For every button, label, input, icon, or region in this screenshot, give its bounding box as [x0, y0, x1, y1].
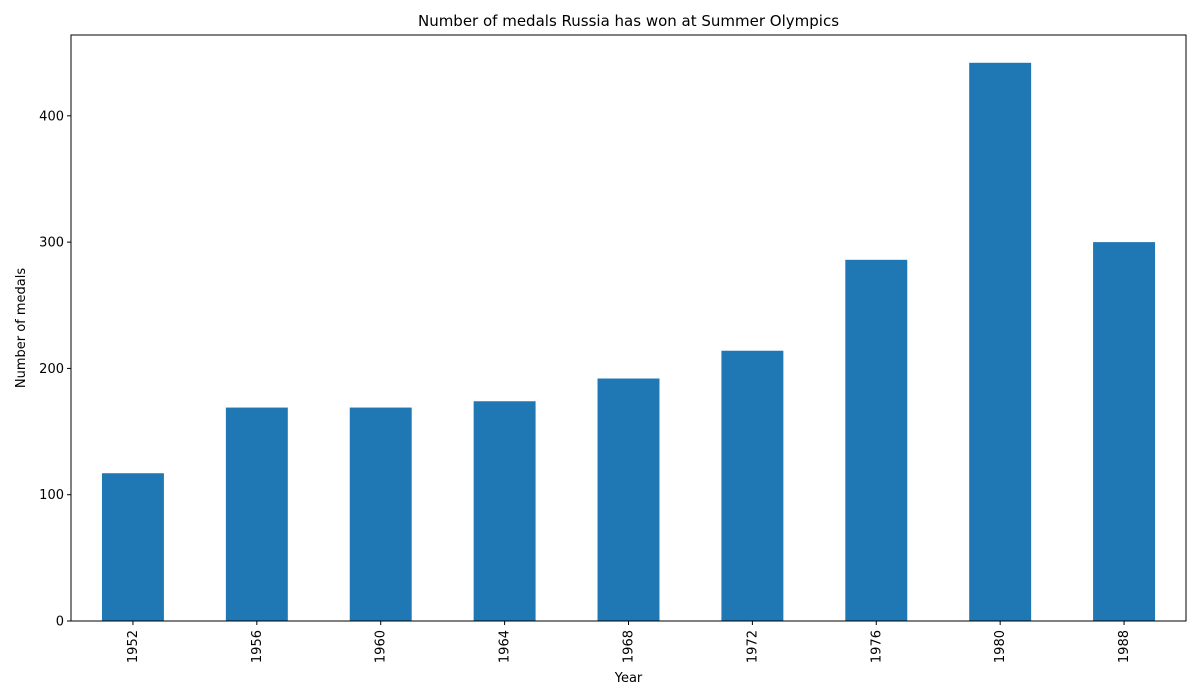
- x-tick-label: 1976: [869, 630, 884, 663]
- bar-1976: [845, 259, 908, 621]
- x-tick-label: 1960: [374, 630, 389, 663]
- bar-1964: [473, 401, 536, 621]
- bars-group: [101, 62, 1156, 621]
- y-tick-label: 0: [56, 615, 64, 630]
- bar-1960: [349, 407, 412, 621]
- x-tick-label: 1980: [993, 630, 1008, 663]
- x-tick-label: 1972: [745, 630, 760, 663]
- y-tick-label: 100: [39, 488, 64, 503]
- x-tick-label: 1964: [498, 630, 513, 663]
- x-axis-label: Year: [614, 671, 643, 686]
- bar-1952: [101, 473, 164, 621]
- x-tick-label: 1956: [250, 630, 265, 663]
- y-tick-label: 200: [39, 362, 64, 377]
- y-tick-label: 300: [39, 236, 64, 251]
- y-tick-label: 400: [39, 109, 64, 124]
- plot-frame: [70, 34, 1187, 622]
- y-axis-ticks: 0 100 200 300 400: [39, 109, 71, 630]
- x-tick-label: 1952: [126, 630, 141, 663]
- bar-1988: [1093, 242, 1156, 621]
- x-tick-label: 1988: [1117, 630, 1132, 663]
- x-axis-ticks: 1952 1956 1960 1964 1968 1972 1976 1980 1988: [126, 621, 1132, 663]
- bar-1956: [225, 407, 288, 621]
- bar-1980: [969, 62, 1032, 621]
- bar-1972: [721, 350, 784, 621]
- y-axis-label: Number of medals: [14, 268, 29, 389]
- x-tick-label: 1968: [622, 630, 637, 663]
- chart-title: Number of medals Russia has won at Summe…: [418, 12, 839, 30]
- bar-1968: [597, 378, 660, 621]
